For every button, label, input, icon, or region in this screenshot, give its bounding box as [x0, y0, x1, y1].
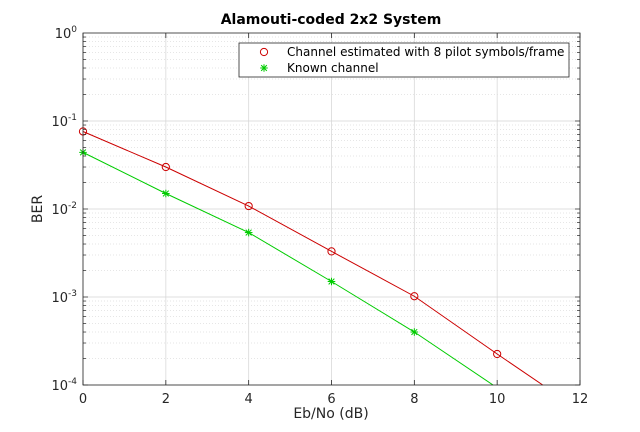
legend-box — [238, 42, 570, 78]
series-line-2 — [82, 151, 494, 386]
series-1-point — [244, 201, 253, 211]
series-1-point — [161, 162, 170, 172]
x-axis-label: Eb/No (dB) — [293, 406, 368, 422]
y-tick-label: 10-1 — [51, 113, 77, 130]
series-1-point — [493, 349, 502, 359]
x-tick-label: 8 — [410, 392, 418, 407]
series-line-1 — [82, 131, 544, 386]
y-tick-labels: 100 10-1 10-2 10-3 10-4 — [51, 25, 77, 394]
legend-label-1: Channel estimated with 8 pilot symbols/f… — [287, 45, 564, 59]
series-lines — [82, 131, 544, 386]
legend-label-2: Known channel — [287, 61, 379, 75]
series-1-point — [410, 292, 419, 301]
y-tick-label: 10-2 — [51, 201, 77, 218]
legend-marker-1 — [259, 47, 269, 57]
x-tick-label: 0 — [79, 392, 87, 407]
series-2-point — [162, 189, 170, 198]
series-2-point — [327, 277, 336, 286]
x-tick-label: 6 — [327, 392, 335, 407]
legend: Channel estimated with 8 pilot symbols/f… — [238, 42, 570, 78]
axis-ticks — [82, 33, 581, 386]
x-tick-labels: 0 2 4 6 8 10 12 — [79, 392, 588, 407]
y-tick-label: 10-3 — [51, 289, 77, 306]
series-2-point — [410, 328, 419, 336]
series-1-point — [327, 247, 336, 256]
x-tick-label: 4 — [245, 392, 253, 407]
x-tick-label: 12 — [572, 392, 589, 407]
plot-area — [78, 32, 581, 386]
chart-title: Alamouti-coded 2x2 System — [221, 12, 442, 28]
x-tick-label: 10 — [489, 392, 506, 407]
legend-marker-2 — [260, 64, 268, 72]
y-tick-label: 100 — [55, 25, 78, 42]
y-tick-label: 10-4 — [51, 377, 77, 394]
x-tick-label: 2 — [162, 392, 170, 407]
legend-items: Channel estimated with 8 pilot symbols/f… — [259, 45, 564, 75]
series-2-point — [244, 228, 253, 237]
y-axis-label: BER — [30, 195, 46, 223]
